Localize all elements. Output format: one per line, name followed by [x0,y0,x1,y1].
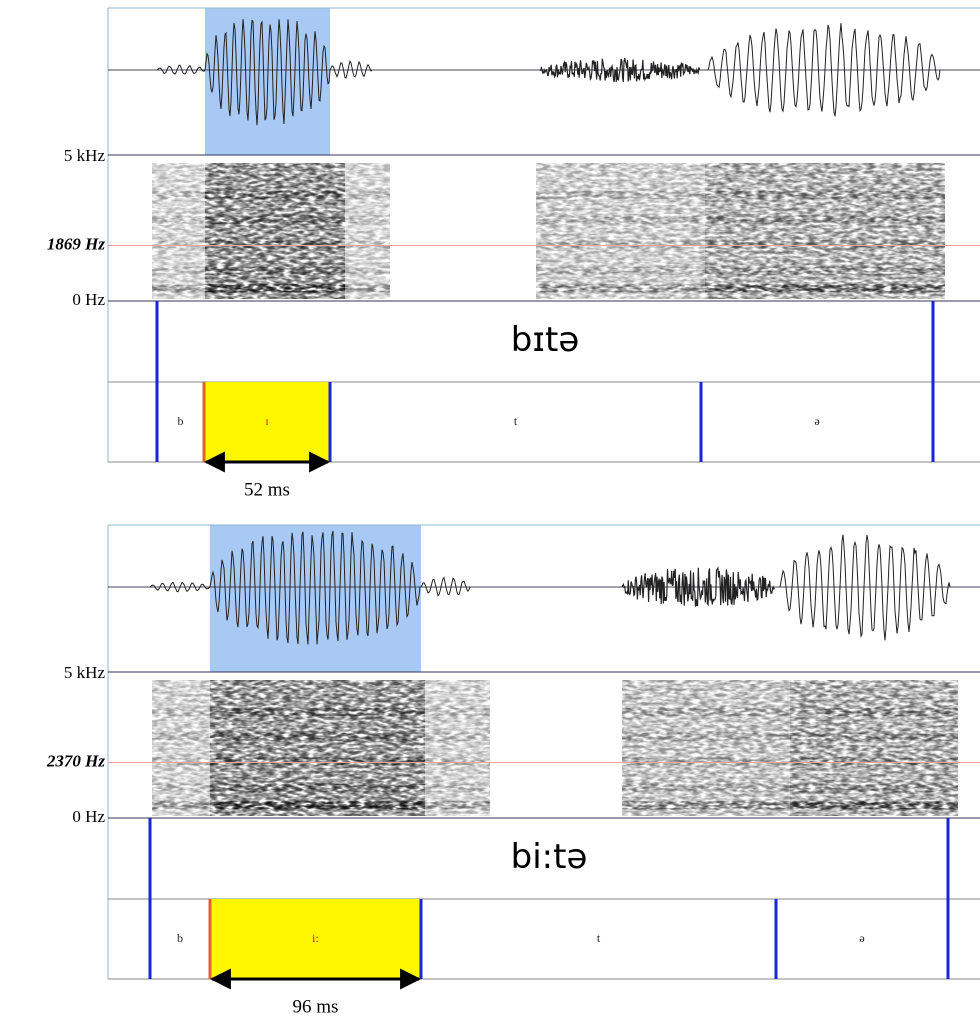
freq-label: 2370 Hz [46,751,105,770]
formant [536,266,705,275]
segment: b [177,931,183,945]
segment: ɪ [265,414,268,428]
formant [622,732,790,741]
duration: 52 ms [244,479,290,500]
formant [790,732,958,741]
waveform [204,19,331,126]
formant [790,707,958,716]
formant [205,240,345,249]
freq-label: 5 kHz [64,663,106,682]
waveform [779,534,951,641]
formant [705,284,945,293]
formant [622,801,790,810]
formant [622,707,790,716]
duration: 96 ms [293,996,339,1017]
segment: i: [312,931,319,945]
segment: ə [814,414,819,428]
formant [705,190,945,199]
segment: ə [859,931,864,945]
selected-interval [210,899,421,979]
freq-label: 0 Hz [72,290,105,309]
formant [790,801,958,810]
segment: t [514,414,518,428]
formant [210,707,425,716]
formant [790,783,958,792]
segment: b [178,414,184,428]
spectrogram [205,163,345,299]
formant [210,783,425,792]
formant [536,284,705,293]
formant [536,190,705,199]
spectrogram [210,680,425,816]
formant [205,190,345,199]
formant [790,757,958,766]
waveform [707,23,941,117]
formant [622,757,790,766]
waveform [156,64,206,75]
formant [210,732,425,741]
spectrogram [622,680,790,816]
formant [705,240,945,249]
selected-interval [204,382,330,462]
formant [205,284,345,293]
formant [210,757,425,766]
waveform [420,576,471,597]
waveform [539,57,701,83]
formant [205,215,345,224]
freq-label: 0 Hz [72,807,105,826]
word: bi:tə [511,837,588,877]
formant [536,215,705,224]
waveform [329,59,373,79]
formant [705,266,945,275]
segment: t [597,931,601,945]
waveform [621,566,776,607]
spectrogram [705,163,945,299]
spectrogram [790,680,958,816]
waveform [209,530,421,645]
freq-label: 1869 Hz [47,234,105,253]
word: bɪtə [511,320,579,360]
waveform [149,581,211,593]
formant [622,783,790,792]
freq-label: 5 kHz [64,146,106,165]
formant [705,215,945,224]
formant [536,240,705,249]
formant [205,266,345,275]
formant [210,801,425,810]
spectrogram [536,163,705,299]
